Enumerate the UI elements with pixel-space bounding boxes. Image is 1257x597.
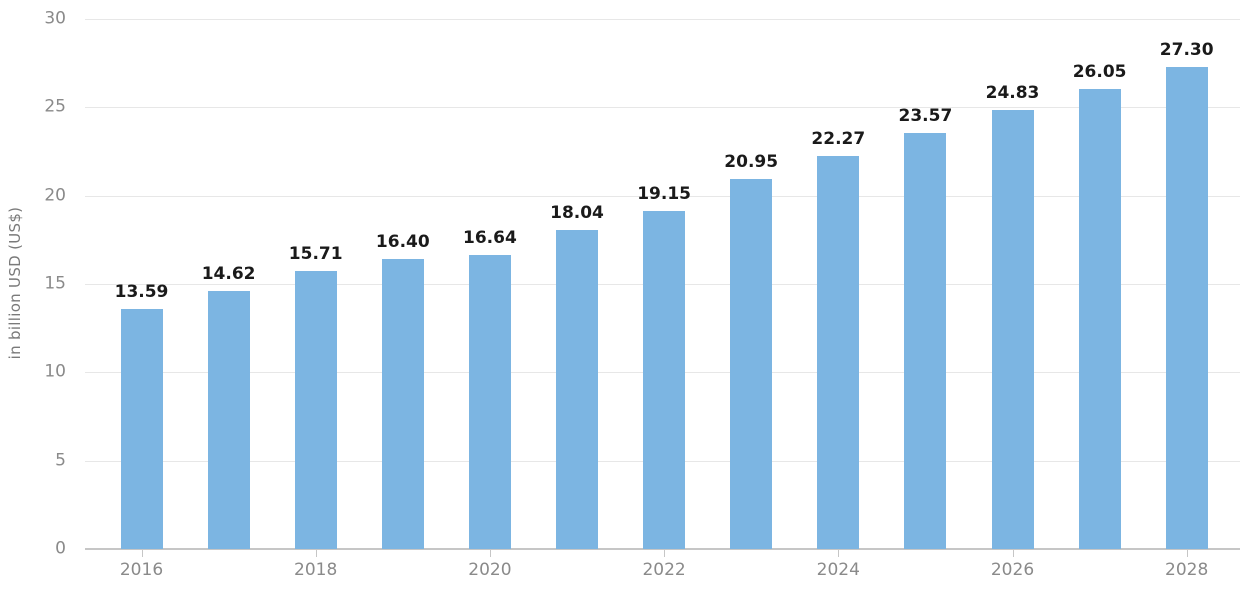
- bar-value-label-2023: 20.95: [724, 151, 779, 172]
- x-tick-2024: [838, 549, 840, 557]
- x-tick-label-2028: 2028: [1165, 560, 1209, 580]
- bar-value-label-2020: 16.64: [463, 228, 517, 249]
- x-tick-2022: [664, 549, 666, 557]
- gridline-y-20: [85, 195, 1240, 197]
- y-tick-label-30: 30: [44, 8, 66, 29]
- x-tick-2026: [1012, 549, 1014, 557]
- bar-value-label-2025: 23.57: [898, 105, 953, 126]
- bar-value-label-2028: 27.30: [1159, 39, 1214, 60]
- bar-value-label-2024: 22.27: [811, 128, 866, 149]
- bar-2018[interactable]: [294, 271, 337, 549]
- bar-2024[interactable]: [817, 155, 860, 549]
- y-tick-label-5: 5: [55, 450, 66, 471]
- x-tick-label-2020: 2020: [468, 560, 512, 580]
- bar-value-label-2017: 14.62: [201, 263, 256, 284]
- y-tick-label-15: 15: [44, 273, 66, 294]
- y-tick-label-20: 20: [44, 185, 66, 206]
- bar-2016[interactable]: [120, 308, 163, 549]
- bar-value-label-2021: 18.04: [550, 203, 604, 224]
- x-tick-label-2024: 2024: [816, 560, 860, 580]
- bar-2021[interactable]: [556, 230, 598, 549]
- gridline-y-30: [85, 19, 1240, 20]
- x-tick-2020: [489, 549, 491, 557]
- bar-2027[interactable]: [1078, 88, 1121, 549]
- bar-2019[interactable]: [381, 259, 424, 549]
- bar-2028[interactable]: [1165, 66, 1208, 549]
- bar-value-label-2018: 15.71: [288, 244, 343, 265]
- bar-value-label-2022: 19.15: [637, 183, 691, 204]
- y-axis-title: in billion USD (US$): [6, 206, 24, 360]
- y-tick-label-10: 10: [44, 361, 66, 382]
- bar-2025[interactable]: [904, 132, 947, 549]
- bar-value-label-2027: 26.05: [1072, 61, 1127, 82]
- bar-2020[interactable]: [468, 255, 511, 549]
- x-tick-2028: [1186, 549, 1188, 557]
- x-tick-label-2016: 2016: [119, 560, 164, 580]
- bar-2022[interactable]: [643, 210, 686, 549]
- y-tick-label-25: 25: [44, 96, 66, 117]
- bar-value-label-2016: 13.59: [114, 281, 169, 302]
- x-tick-2016: [141, 549, 143, 557]
- x-tick-label-2026: 2026: [990, 560, 1035, 580]
- x-axis-line: [85, 548, 1240, 550]
- gridline-y-25: [85, 107, 1240, 109]
- x-tick-2018: [315, 549, 317, 557]
- bar-value-label-2019: 16.40: [375, 232, 430, 253]
- x-tick-label-2022: 2022: [642, 560, 686, 580]
- bar-2026[interactable]: [991, 110, 1034, 549]
- bar-value-label-2026: 24.83: [985, 83, 1040, 104]
- y-tick-label-0: 0: [55, 538, 66, 559]
- x-tick-label-2018: 2018: [294, 560, 338, 580]
- bar-2017[interactable]: [207, 290, 250, 549]
- bar-2023[interactable]: [730, 178, 773, 549]
